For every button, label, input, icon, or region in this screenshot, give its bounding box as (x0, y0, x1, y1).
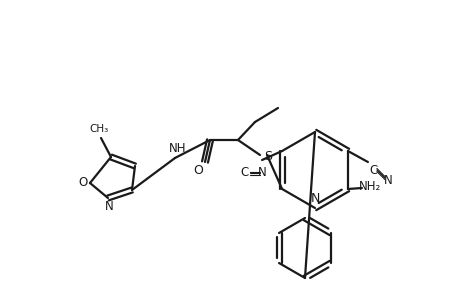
Text: N: N (104, 200, 113, 214)
Text: N: N (257, 167, 266, 179)
Text: N: N (383, 175, 392, 188)
Text: S: S (263, 151, 271, 164)
Text: CH₃: CH₃ (89, 124, 108, 134)
Text: C: C (240, 167, 248, 179)
Text: C: C (369, 164, 377, 178)
Text: NH: NH (169, 142, 186, 155)
Text: O: O (78, 176, 87, 188)
Text: O: O (193, 164, 202, 178)
Text: N: N (310, 191, 319, 205)
Text: NH₂: NH₂ (358, 181, 380, 194)
